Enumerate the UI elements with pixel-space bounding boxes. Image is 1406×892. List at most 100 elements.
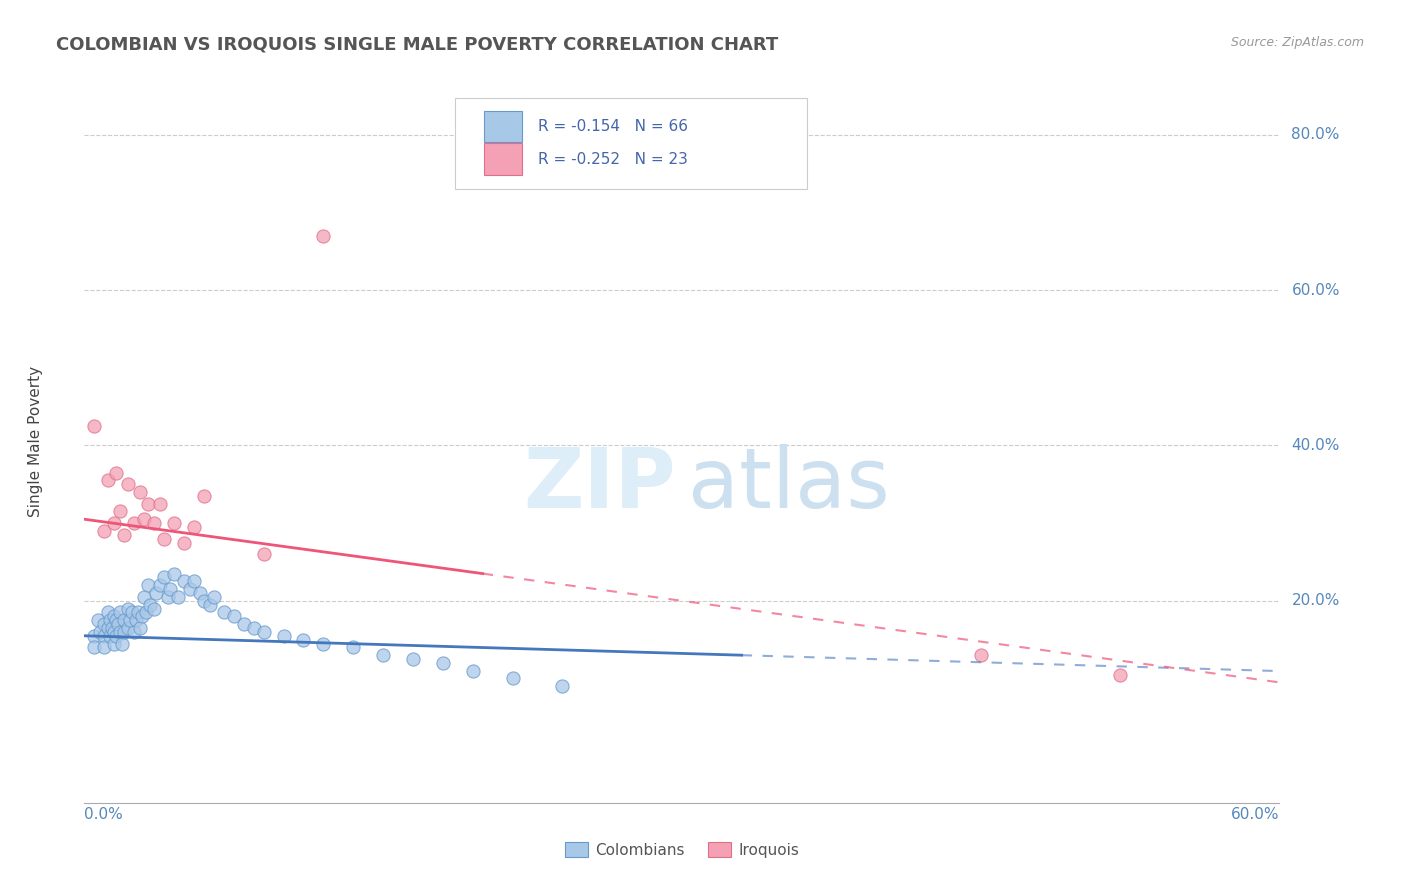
Point <box>502 672 524 686</box>
Point <box>103 624 125 639</box>
Point <box>173 535 195 549</box>
Point <box>136 578 159 592</box>
Point <box>129 621 152 635</box>
Text: 60.0%: 60.0% <box>1232 806 1279 822</box>
Point <box>167 590 190 604</box>
Point <box>83 419 105 434</box>
Point <box>121 606 143 620</box>
Point <box>163 566 186 581</box>
Point <box>188 586 211 600</box>
Point <box>551 679 574 693</box>
Point <box>112 613 135 627</box>
Point <box>87 613 110 627</box>
Text: R = -0.154   N = 66: R = -0.154 N = 66 <box>538 119 689 134</box>
Point <box>93 524 115 538</box>
Point <box>117 477 139 491</box>
Text: R = -0.252   N = 23: R = -0.252 N = 23 <box>538 152 689 167</box>
FancyBboxPatch shape <box>456 98 807 189</box>
Point <box>157 590 180 604</box>
Text: 60.0%: 60.0% <box>1292 283 1340 298</box>
Point <box>117 601 139 615</box>
Point <box>93 640 115 655</box>
Point <box>183 574 205 589</box>
Point <box>103 516 125 530</box>
Point <box>112 624 135 639</box>
Point <box>103 609 125 624</box>
Point <box>179 582 201 596</box>
Text: 80.0%: 80.0% <box>1292 128 1340 142</box>
Point <box>122 516 145 530</box>
Point <box>120 613 142 627</box>
Point <box>153 570 176 584</box>
Point <box>163 516 186 530</box>
Point <box>110 624 132 639</box>
Point <box>125 613 148 627</box>
Point <box>149 497 172 511</box>
Text: 40.0%: 40.0% <box>1292 438 1340 453</box>
Point <box>253 624 276 639</box>
Point <box>198 598 221 612</box>
Point <box>183 520 205 534</box>
Point <box>193 594 215 608</box>
Text: Source: ZipAtlas.com: Source: ZipAtlas.com <box>1230 36 1364 49</box>
Point <box>135 606 157 620</box>
Point <box>127 606 149 620</box>
Point <box>101 621 124 635</box>
Point <box>139 598 162 612</box>
Point <box>222 609 245 624</box>
Point <box>105 466 128 480</box>
Point <box>193 489 215 503</box>
Point <box>342 640 364 655</box>
FancyBboxPatch shape <box>484 143 522 175</box>
Point <box>312 636 335 650</box>
Point <box>131 609 153 624</box>
Text: 0.0%: 0.0% <box>84 806 124 822</box>
Point <box>111 636 134 650</box>
Point <box>253 547 276 561</box>
Point <box>93 617 115 632</box>
Point <box>122 624 145 639</box>
Point <box>292 632 315 647</box>
Point <box>97 621 120 635</box>
Point <box>98 613 121 627</box>
Point <box>132 590 156 604</box>
Point <box>136 497 159 511</box>
Point <box>112 528 135 542</box>
Point <box>143 516 166 530</box>
Point <box>97 474 120 488</box>
Point <box>132 512 156 526</box>
Point <box>105 629 128 643</box>
Point <box>117 621 139 635</box>
Point <box>103 636 125 650</box>
Point <box>153 532 176 546</box>
Point <box>373 648 395 663</box>
Text: ZIP: ZIP <box>523 444 676 525</box>
Point <box>173 574 195 589</box>
Text: COLOMBIAN VS IROQUOIS SINGLE MALE POVERTY CORRELATION CHART: COLOMBIAN VS IROQUOIS SINGLE MALE POVERT… <box>56 36 779 54</box>
Point <box>242 621 264 635</box>
Text: Single Male Poverty: Single Male Poverty <box>28 366 42 517</box>
Point <box>83 629 105 643</box>
Point <box>107 617 129 632</box>
Point <box>202 590 225 604</box>
Point <box>129 485 152 500</box>
Point <box>110 606 132 620</box>
Point <box>97 606 120 620</box>
Text: atlas: atlas <box>688 444 890 525</box>
Point <box>159 582 181 596</box>
Point <box>93 629 115 643</box>
Text: 20.0%: 20.0% <box>1292 593 1340 608</box>
Point <box>83 640 105 655</box>
Point <box>105 613 128 627</box>
Point <box>461 664 484 678</box>
Point <box>98 629 121 643</box>
Point <box>312 228 335 243</box>
Point <box>432 656 454 670</box>
Point <box>402 652 425 666</box>
Point <box>212 606 235 620</box>
Legend: Colombians, Iroquois: Colombians, Iroquois <box>558 836 806 863</box>
Point <box>143 601 166 615</box>
Point <box>149 578 172 592</box>
Point <box>232 617 254 632</box>
Point <box>145 586 167 600</box>
